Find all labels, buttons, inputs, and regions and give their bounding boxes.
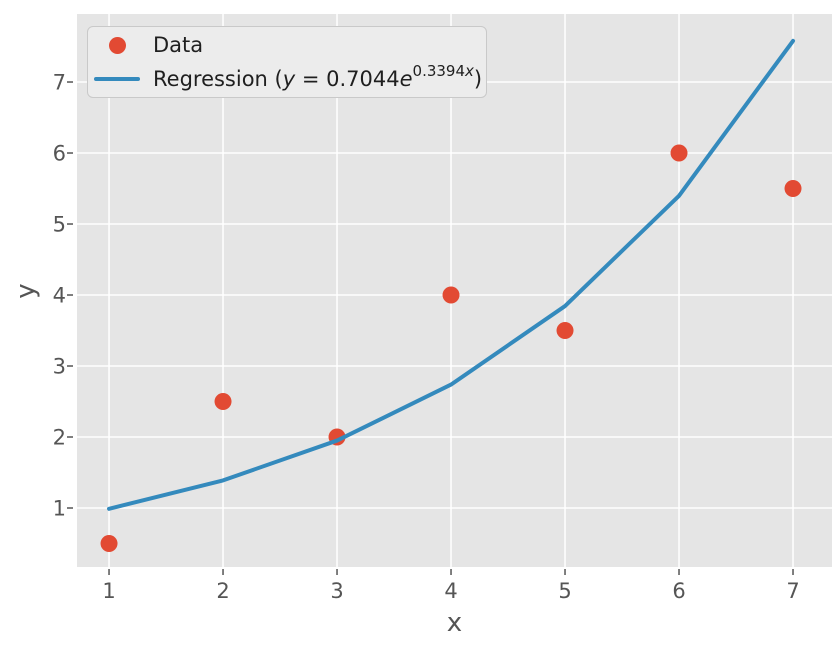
eq-y: y [282,67,296,91]
data-point [670,144,688,162]
x-tick-label: 5 [558,579,571,603]
y-tick-label: 5 [53,213,66,237]
y-tick-label: 4 [53,284,66,308]
regression-prefix: Regression ( [153,67,283,91]
legend: Data Regression (y = 0.7044e0.3394x) [87,26,487,98]
x-tick-label: 7 [786,579,799,603]
y-tick-label: 2 [53,426,66,450]
data-point [442,286,460,304]
eq-exp-x: x [465,62,474,80]
y-tick-label: 6 [53,142,66,166]
scatter-marker-icon [108,36,126,54]
eq-e: e [399,67,413,91]
x-tick-label: 6 [672,579,685,603]
eq-equals: = [295,67,327,91]
eq-exponent: 0.3394x [413,62,474,80]
y-tick-label: 7 [53,71,66,95]
y-axis-label: y [11,283,41,298]
data-point [784,180,802,198]
data-point [556,322,574,340]
legend-label-data: Data [153,33,204,57]
legend-marker-column [94,36,140,54]
eq-exp-num: 0.3394 [412,62,466,80]
x-tick-label: 3 [330,579,343,603]
legend-entry-regression: Regression (y = 0.7044e0.3394x) [94,64,486,93]
line-marker-icon [94,77,140,81]
legend-entry-data: Data [94,31,486,59]
x-tick-label: 1 [102,579,115,603]
data-point [214,393,232,411]
legend-label-regression: Regression (y = 0.7044e0.3394x) [153,64,483,92]
regression-suffix: ) [473,67,483,91]
legend-marker-column [94,77,140,81]
x-tick-label: 2 [216,579,229,603]
y-tick-label: 1 [53,497,66,521]
data-point [100,534,118,552]
eq-coeff: 0.7044 [326,67,400,91]
x-axis-label: x [447,608,462,638]
y-tick-label: 3 [53,355,66,379]
regression-line [107,38,796,511]
x-tick-label: 4 [444,579,457,603]
